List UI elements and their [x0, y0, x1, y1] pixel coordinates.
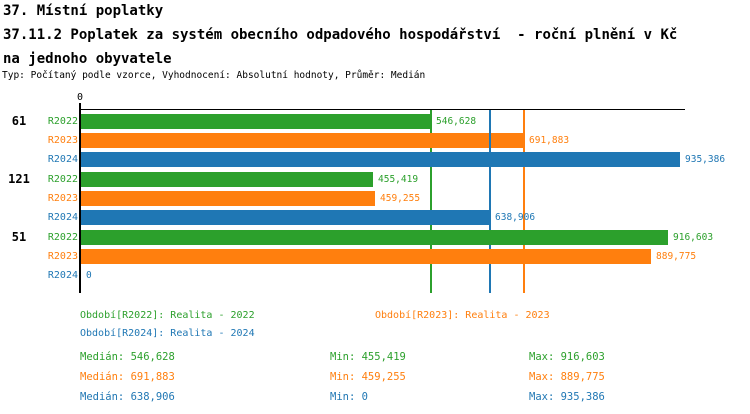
value-label-r2023-group-121: 459,255: [380, 193, 421, 204]
row-label-r2023-group-51: R2023: [47, 250, 78, 262]
row-label-r2022-group-51: R2022: [47, 231, 78, 243]
value-label-r2024-group-51: 0: [86, 270, 92, 281]
median-line-r2024: [489, 109, 491, 293]
value-label-r2022-group-51: 916,603: [673, 232, 714, 243]
value-label-r2023-group-51: 889,775: [656, 251, 697, 262]
row-label-r2022-group-61: R2022: [47, 115, 78, 127]
stat-min-r2024: Min: 0: [330, 391, 368, 403]
page-subtitle-2: na jednoho obyvatele: [3, 51, 172, 67]
report-meta: Typ: Počítaný podle vzorce, Vyhodnocení:…: [2, 70, 426, 81]
median-line-r2023: [523, 109, 525, 293]
row-label-r2022-group-121: R2022: [47, 173, 78, 185]
value-label-r2024-group-121: 638,906: [495, 212, 536, 223]
group-label-121: 121: [8, 172, 30, 186]
bar-r2023-group-51: [81, 249, 651, 264]
y-axis-line: [78, 108, 81, 293]
x-axis-tick-mark: [79, 103, 81, 109]
x-axis-line: [80, 108, 685, 110]
legend-item-r2023: Období[R2023]: Realita - 2023: [375, 310, 550, 321]
row-label-r2023-group-61: R2023: [47, 134, 78, 146]
bar-r2023-group-121: [81, 191, 375, 206]
value-label-r2024-group-61: 935,386: [685, 154, 726, 165]
value-label-r2022-group-121: 455,419: [378, 174, 419, 185]
stat-max-r2024: Max: 935,386: [529, 391, 605, 403]
page-subtitle: 37.11.2 Poplatek za systém obecního odpa…: [3, 27, 678, 43]
bar-r2022-group-61: [81, 114, 431, 129]
bar-r2022-group-121: [81, 172, 373, 187]
group-label-61: 61: [11, 114, 27, 128]
legend-item-r2024: Období[R2024]: Realita - 2024: [80, 328, 255, 339]
stat-min-r2023: Min: 459,255: [330, 371, 406, 383]
bar-r2024-group-61: [81, 152, 680, 167]
bar-r2023-group-61: [81, 133, 524, 148]
stat-max-r2022: Max: 916,603: [529, 351, 605, 363]
bar-r2024-group-121: [81, 210, 490, 225]
stat-median-r2023: Medián: 691,883: [80, 371, 175, 383]
median-line-r2022: [430, 109, 432, 293]
value-label-r2023-group-61: 691,883: [529, 135, 570, 146]
row-label-r2024-group-51: R2024: [47, 269, 78, 281]
x-axis-tick-label-0: 0: [76, 92, 84, 103]
stat-max-r2023: Max: 889,775: [529, 371, 605, 383]
stat-min-r2022: Min: 455,419: [330, 351, 406, 363]
legend-item-r2022: Období[R2022]: Realita - 2022: [80, 310, 255, 321]
stat-median-r2024: Medián: 638,906: [80, 391, 175, 403]
row-label-r2024-group-121: R2024: [47, 211, 78, 223]
bar-r2022-group-51: [81, 230, 668, 245]
page-title: 37. Místní poplatky: [3, 3, 164, 19]
stat-median-r2022: Medián: 546,628: [80, 351, 175, 363]
value-label-r2022-group-61: 546,628: [436, 116, 477, 127]
group-label-51: 51: [11, 230, 27, 244]
row-label-r2023-group-121: R2023: [47, 192, 78, 204]
row-label-r2024-group-61: R2024: [47, 153, 78, 165]
